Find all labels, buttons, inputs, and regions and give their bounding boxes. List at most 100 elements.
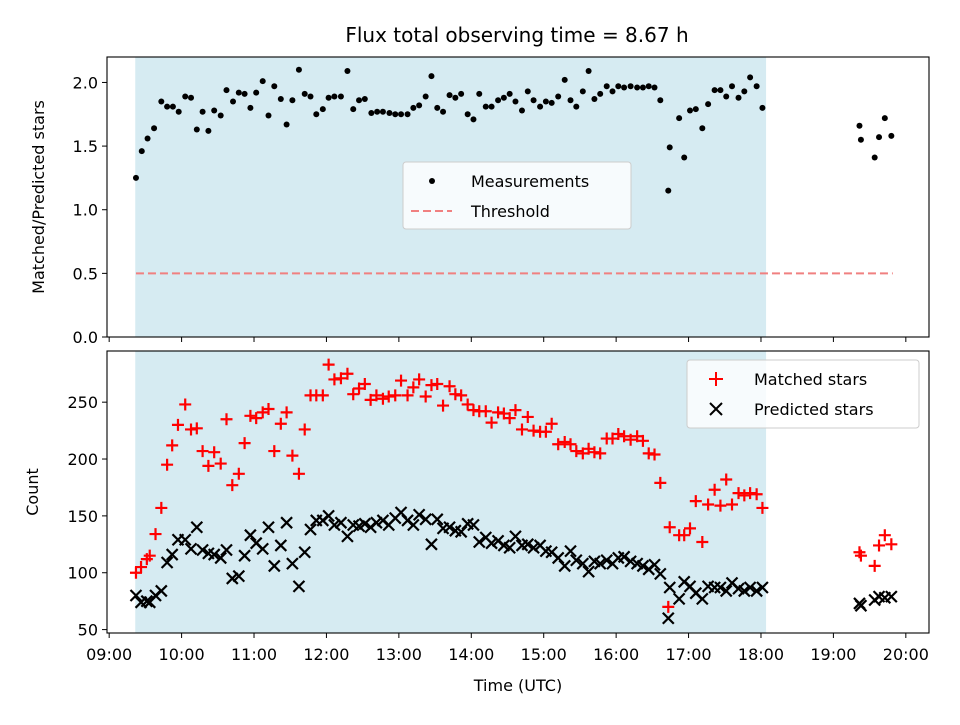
measurement-point: [175, 108, 182, 115]
measurement-point: [205, 127, 212, 134]
predicted-star-point: [662, 611, 675, 625]
predicted-star-point: [129, 589, 143, 602]
matched-star-point: [545, 417, 558, 430]
measurement-point: [747, 74, 754, 81]
x-tick-label: 12:00: [303, 645, 349, 664]
matched-star-point: [868, 559, 881, 572]
y-tick-label: 250: [67, 393, 98, 412]
matched-star-point: [732, 487, 745, 500]
measurement-point: [404, 111, 411, 118]
measurement-point: [488, 103, 495, 110]
predicted-star-point: [430, 513, 444, 526]
legend-measurements-marker: [429, 178, 435, 184]
predicted-star-point: [298, 545, 311, 559]
measurement-point: [325, 94, 332, 101]
predicted-star-point: [854, 599, 868, 612]
matched-star-point: [612, 428, 625, 441]
measurement-point: [585, 68, 592, 74]
measurement-point: [711, 87, 718, 94]
matched-star-point: [155, 501, 168, 514]
predicted-star-point: [593, 557, 607, 570]
legend-matched-label: Matched stars: [754, 370, 867, 389]
measurement-point: [199, 108, 206, 115]
top-legend-box: [402, 161, 632, 230]
measurement-point: [247, 104, 254, 111]
bottom-y-ticks: 50 100 150 200 250: [67, 393, 107, 640]
predicted-star-point: [165, 548, 179, 561]
measurement-point: [888, 132, 895, 139]
measurement-point: [230, 98, 237, 105]
measurement-point: [723, 93, 730, 100]
matched-star-point: [455, 389, 468, 402]
matched-star-point: [720, 473, 733, 486]
measurement-point: [188, 94, 195, 101]
measurement-point: [235, 89, 242, 96]
measurement-point: [283, 121, 290, 128]
measurement-point: [603, 83, 610, 90]
matched-star-point: [382, 390, 395, 403]
x-tick-label: 17:00: [666, 645, 712, 664]
y-tick-label: 0.0: [73, 328, 98, 347]
x-tick-label: 15:00: [521, 645, 567, 664]
matched-star-point: [624, 433, 637, 446]
predicted-star-point: [155, 584, 168, 598]
measurement-point: [639, 84, 646, 91]
measurement-point: [446, 92, 453, 99]
measurement-point: [506, 90, 513, 97]
measurement-point: [295, 66, 302, 73]
matched-star-point: [166, 439, 179, 452]
measurement-point: [398, 111, 405, 118]
measurement-point: [350, 106, 357, 113]
measurement-point: [470, 116, 477, 123]
measurement-point: [319, 106, 326, 113]
matched-star-point: [431, 377, 444, 390]
matched-star-point: [744, 487, 757, 500]
measurement-point: [573, 103, 580, 110]
measurement-point: [253, 89, 260, 96]
predicted-star-point: [654, 567, 667, 581]
matched-star-point: [726, 498, 739, 511]
x-tick-label: 14:00: [448, 645, 494, 664]
matched-star-point: [286, 449, 299, 462]
predicted-star-point: [714, 581, 727, 594]
measurement-point: [259, 78, 266, 85]
top-x-ticks: [108, 337, 907, 342]
measurement-point: [548, 99, 555, 106]
matched-star-point: [334, 372, 347, 385]
predicted-star-point: [140, 594, 154, 608]
predicted-star-point: [244, 528, 257, 542]
measurement-point: [542, 98, 549, 105]
legend-predicted-marker: [709, 402, 723, 416]
measurement-point: [512, 98, 519, 105]
legend-threshold-label: Threshold: [470, 202, 550, 221]
top-legend: Measurements Threshold: [402, 161, 632, 230]
predicted-star-point: [304, 523, 317, 536]
matched-star-point: [885, 538, 898, 551]
matched-star-point: [280, 406, 293, 419]
matched-star-point: [564, 438, 577, 451]
x-tick-label: 18:00: [738, 645, 784, 664]
matched-star-point: [161, 458, 174, 471]
measurement-point: [687, 107, 694, 114]
measurement-point: [392, 111, 399, 118]
matched-star-point: [407, 381, 420, 394]
x-tick-label: 16:00: [593, 645, 639, 664]
matched-star-point: [552, 438, 565, 451]
measurement-point: [495, 97, 502, 104]
matched-star-point: [654, 476, 667, 489]
measurement-point: [223, 87, 230, 94]
predicted-star-point: [207, 548, 221, 561]
predicted-star-point: [412, 508, 426, 522]
measurement-point: [741, 88, 748, 95]
matched-star-point: [878, 529, 891, 542]
bottom-y-axis-label: Count: [23, 468, 42, 516]
measurement-point: [374, 108, 381, 115]
y-tick-label: 0.5: [73, 264, 98, 283]
predicted-star-point: [617, 550, 631, 564]
legend-matched-marker: [709, 372, 723, 386]
matched-star-point: [750, 488, 763, 501]
matched-star-point: [185, 423, 198, 436]
matched-star-point: [485, 416, 498, 429]
measurement-point: [428, 73, 435, 80]
predicted-star-point: [419, 513, 432, 526]
